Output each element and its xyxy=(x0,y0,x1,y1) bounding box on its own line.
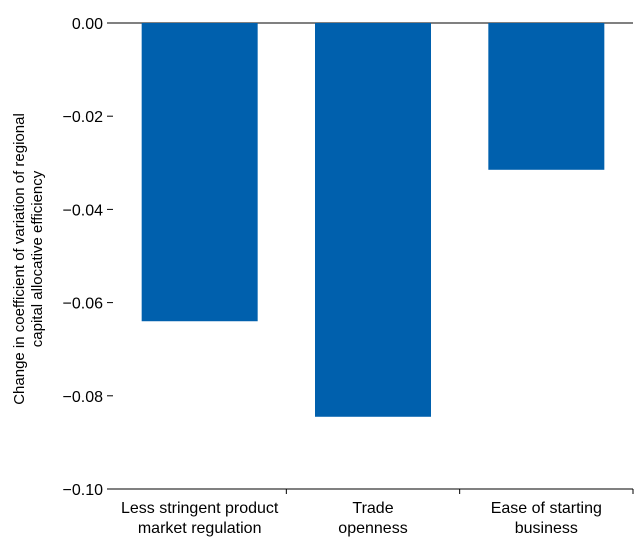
bar-2 xyxy=(488,23,605,170)
y-tick-label: −0.06 xyxy=(63,296,104,313)
y-tick-label: −0.10 xyxy=(63,482,104,499)
y-tick-label: 0.00 xyxy=(72,16,103,33)
y-axis-title: Change in coefficient of variation of re… xyxy=(11,113,46,405)
x-category-label: market regulation xyxy=(138,520,262,537)
x-axis-labels: Less stringent product market regulation T… xyxy=(121,489,634,537)
y-axis-title-line-2: capital allocative efficiency xyxy=(29,170,46,347)
bar-0 xyxy=(141,23,258,322)
x-category-label: Trade xyxy=(352,500,393,517)
y-axis-ticks: 0.00 −0.02 −0.04 −0.06 −0.08 −0.10 xyxy=(63,16,113,499)
x-category-label: business xyxy=(515,520,578,537)
y-tick-label: −0.02 xyxy=(63,109,104,126)
bar-1 xyxy=(315,23,431,417)
x-category-label: Less stringent product xyxy=(121,500,279,517)
x-category-label: openness xyxy=(338,520,407,537)
y-axis-title-line-1: Change in coefficient of variation of re… xyxy=(11,113,28,405)
y-tick-label: −0.08 xyxy=(63,389,104,406)
x-category-label: Ease of starting xyxy=(491,500,602,517)
y-tick-label: −0.04 xyxy=(63,202,104,219)
bars xyxy=(141,23,605,417)
